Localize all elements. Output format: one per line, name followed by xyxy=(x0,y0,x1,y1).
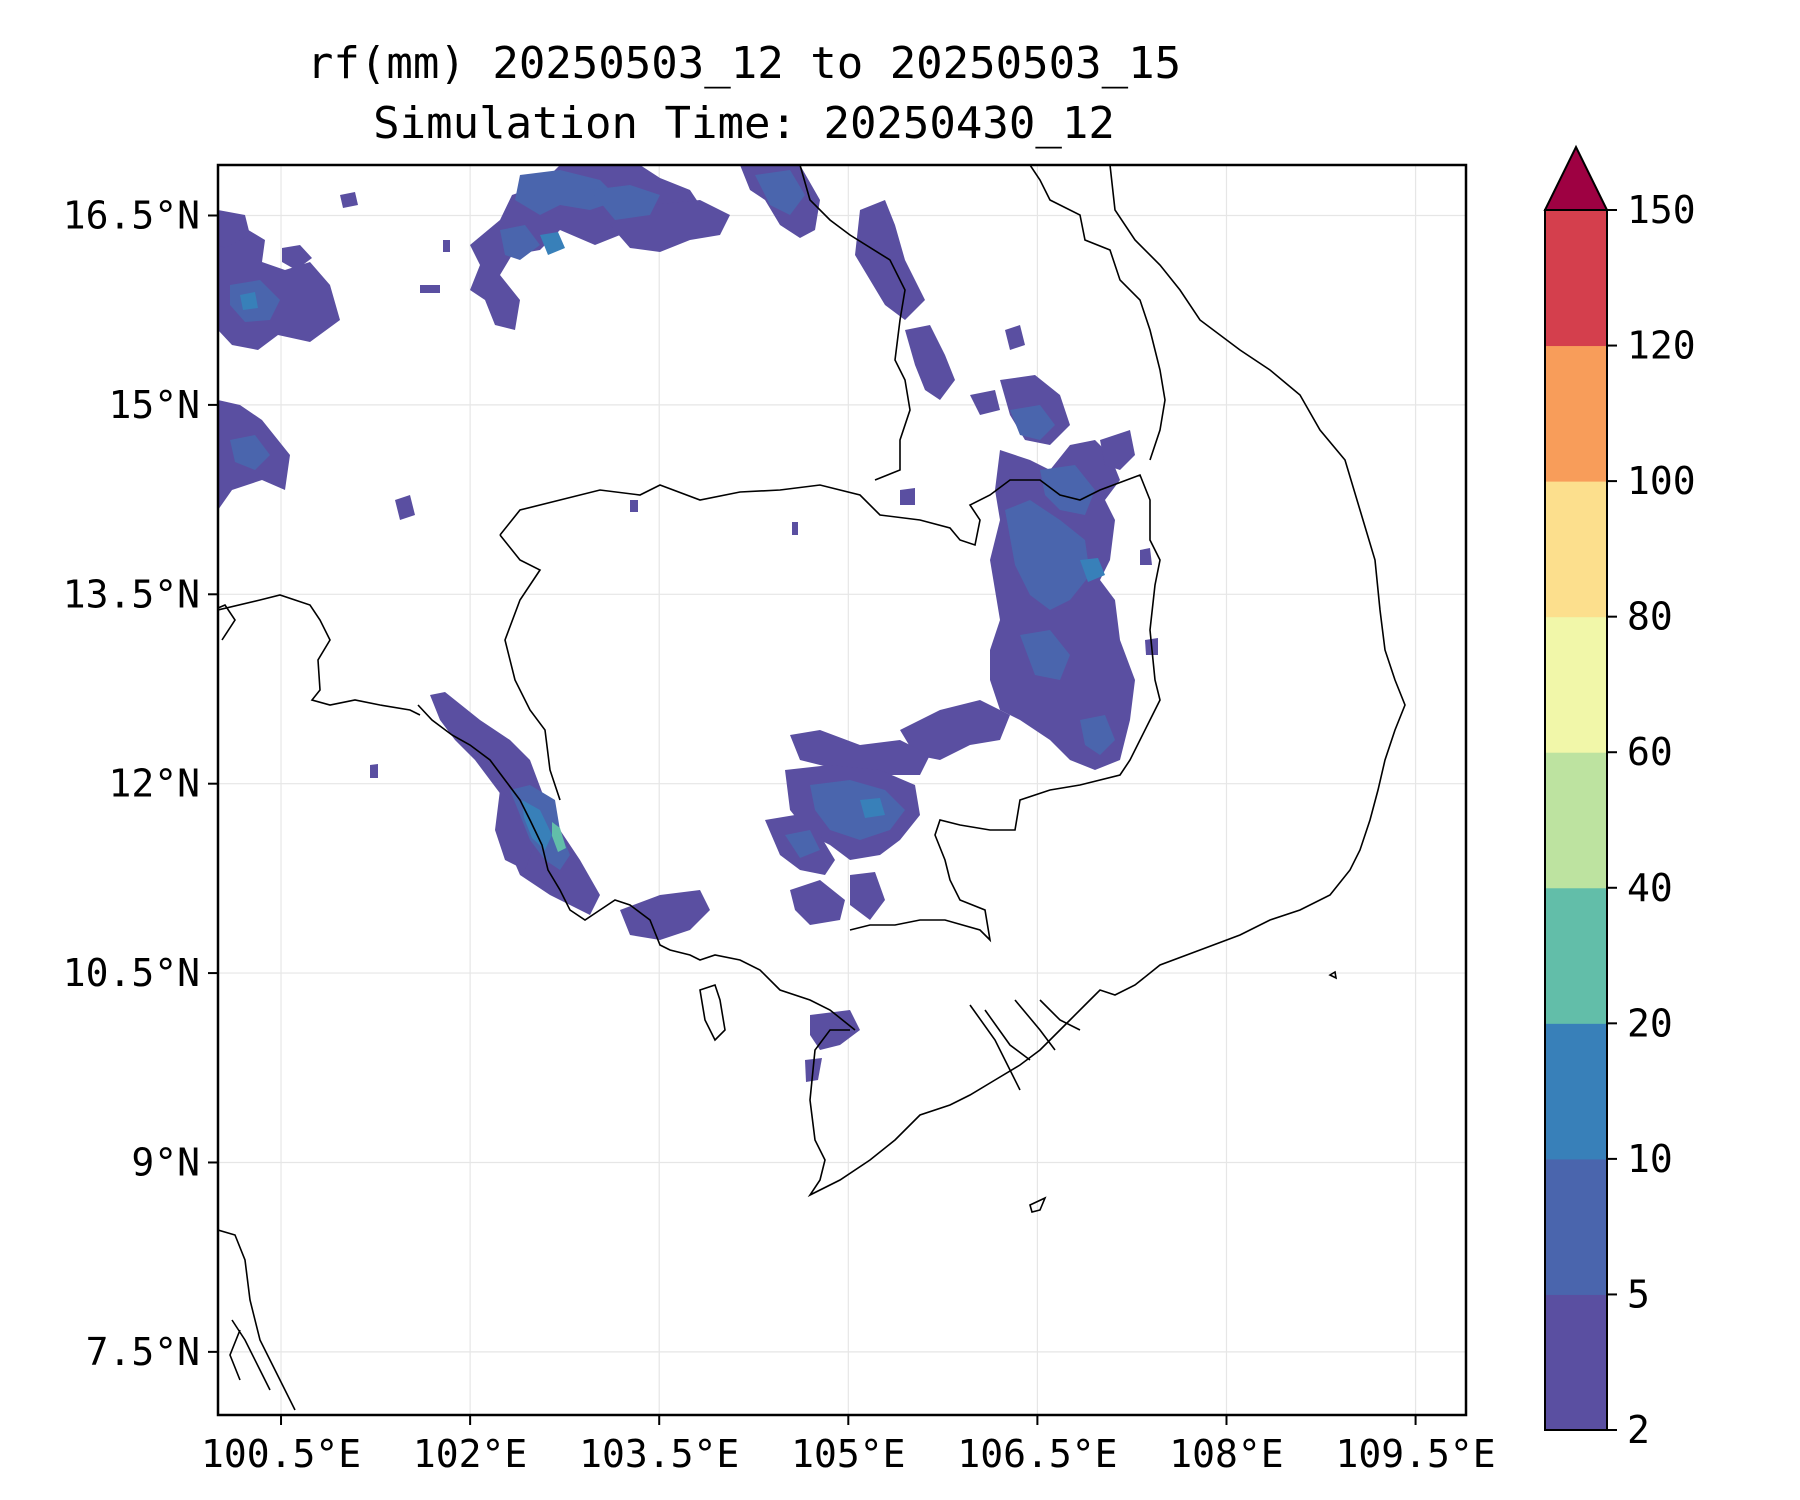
border-thai-myanmar xyxy=(218,594,421,716)
colorbar-segment xyxy=(1545,210,1607,347)
colorbar-tick-label: 60 xyxy=(1627,730,1673,774)
lat-tick-label: 16.5°N xyxy=(63,194,200,238)
lon-tick-label: 108°E xyxy=(1169,1432,1283,1476)
coastline-thailand-west xyxy=(218,604,236,641)
colorbar-segment xyxy=(1545,1294,1607,1431)
rain-area-small-nw xyxy=(282,245,312,270)
rain-cell-8 xyxy=(443,240,450,252)
lat-tick-label: 9°N xyxy=(131,1140,200,1184)
rain-area-east-edge xyxy=(1100,430,1135,470)
island-phu-quoc xyxy=(699,983,726,1042)
lon-tick-label: 105°E xyxy=(791,1432,905,1476)
rain-area-south-cam-2 xyxy=(850,872,885,920)
rain-area-cluster-3 xyxy=(1005,325,1025,350)
rain-cell-4 xyxy=(630,500,638,512)
colorbar-tick-label: 150 xyxy=(1627,188,1696,232)
lon-tick-label: 106.5°E xyxy=(957,1432,1117,1476)
border-laos-thai xyxy=(1029,165,1166,461)
colorbar-extend-arrow xyxy=(1543,144,1609,211)
rain-area-5-10-j xyxy=(810,780,905,840)
rain-area-5-10-f xyxy=(1005,500,1090,610)
coastline-borders xyxy=(218,165,1406,1411)
rain-area-cluster-2 xyxy=(970,390,1000,415)
rain-area-5-10-g xyxy=(1040,465,1095,515)
border-laos-north xyxy=(799,165,911,481)
lon-tick-label: 100.5°E xyxy=(201,1432,361,1476)
rain-area-5-10-m xyxy=(1010,405,1055,440)
colorbar-tick-label: 100 xyxy=(1627,459,1696,503)
rain-area-south-cam xyxy=(790,880,845,925)
rain-cell-3 xyxy=(900,488,915,505)
rain-area-10-20-b xyxy=(540,232,565,255)
colorbar-tick-label: 10 xyxy=(1627,1137,1673,1181)
rain-cell-5 xyxy=(792,522,798,535)
lon-tick-label: 109.5°E xyxy=(1335,1432,1495,1476)
border-cam-thai xyxy=(499,473,1161,943)
coastline-gulf-thailand xyxy=(417,704,856,1031)
island-con-dao xyxy=(1029,1196,1047,1213)
colorbar-tick-label: 20 xyxy=(1627,1001,1673,1045)
rain-area-laos-east-2 xyxy=(905,325,955,400)
lat-axis: 16.5°N 15°N 13.5°N 12°N 10.5°N 9°N 7.5°N xyxy=(63,194,218,1374)
rain-area-20-40 xyxy=(552,822,566,852)
lat-tick-label: 12°N xyxy=(108,762,200,806)
colorbar: 2 5 10 20 40 60 80 100 120 150 xyxy=(1543,144,1696,1452)
rain-area-10-20-e xyxy=(240,292,258,310)
colorbar-segment xyxy=(1545,1023,1607,1160)
colorbar-segment xyxy=(1545,481,1607,618)
colorbar-tick-label: 120 xyxy=(1627,324,1696,368)
rain-area-5-10-b xyxy=(515,170,620,215)
colorbar-tick-label: 80 xyxy=(1627,595,1673,639)
gridlines xyxy=(218,165,1466,1415)
coastline-peninsula xyxy=(218,1229,296,1411)
rain-area-5-10-h xyxy=(1020,630,1070,680)
rain-cell-10 xyxy=(1140,548,1152,565)
colorbar-tick-label: 40 xyxy=(1627,866,1673,910)
rain-area-5-10-n xyxy=(230,435,270,470)
colorbar-tick-label: 5 xyxy=(1627,1272,1650,1316)
coastline-vietnam xyxy=(807,165,1406,1198)
map-frame xyxy=(216,163,1468,1417)
rain-area-cambodia-belt xyxy=(900,700,1010,760)
lon-tick-label: 103.5°E xyxy=(579,1432,739,1476)
rain-area-sw-coast-2 xyxy=(495,790,540,870)
lat-tick-label: 13.5°N xyxy=(63,572,200,616)
rain-area-5-10-e xyxy=(755,170,805,215)
rain-cell-1 xyxy=(395,495,415,520)
chart-subtitle: Simulation Time: 20250430_12 xyxy=(373,98,1115,149)
lat-tick-label: 7.5°N xyxy=(86,1330,200,1374)
border-cam-thai-west xyxy=(499,534,561,801)
colorbar-segment xyxy=(1545,345,1607,482)
colorbar-segment xyxy=(1545,887,1607,1024)
rain-cell-2 xyxy=(370,764,378,778)
rain-area-5-10-i xyxy=(1080,715,1115,755)
coastline-gulf-south xyxy=(229,1319,271,1391)
rain-cell-6 xyxy=(420,285,440,293)
rain-area-5-10-c xyxy=(500,225,540,260)
lon-axis: 100.5°E 102°E 103.5°E 105°E 106.5°E 108°E 109.… xyxy=(201,1415,1496,1476)
rain-area-kampot xyxy=(620,890,710,940)
lat-tick-label: 15°N xyxy=(108,383,200,427)
rain-area-cambodia-belt-2 xyxy=(790,730,930,775)
rain-area-5-10-d xyxy=(590,185,660,220)
colorbar-segment xyxy=(1545,1158,1607,1295)
lat-tick-label: 10.5°N xyxy=(63,951,200,995)
colorbar-tick-label: 2 xyxy=(1627,1408,1650,1452)
island-small-1 xyxy=(1328,970,1338,980)
rainfall-field xyxy=(218,165,1158,1082)
rain-area-10-20-c xyxy=(1080,558,1105,582)
colorbar-segment xyxy=(1545,616,1607,753)
rain-area-10-20-d xyxy=(860,798,885,818)
rain-area-10-20-a xyxy=(522,800,552,850)
colorbar-frame xyxy=(1544,209,1608,1431)
rain-cell-7 xyxy=(340,192,358,208)
lon-tick-label: 102°E xyxy=(413,1432,527,1476)
colorbar-segment xyxy=(1545,752,1607,889)
delta-channels xyxy=(969,999,1081,1091)
rain-area-5-10-k xyxy=(785,830,820,858)
rain-area-w-thailand-2 xyxy=(218,210,250,248)
chart-title: rf(mm) 20250503_12 to 20250503_15 xyxy=(306,38,1182,89)
